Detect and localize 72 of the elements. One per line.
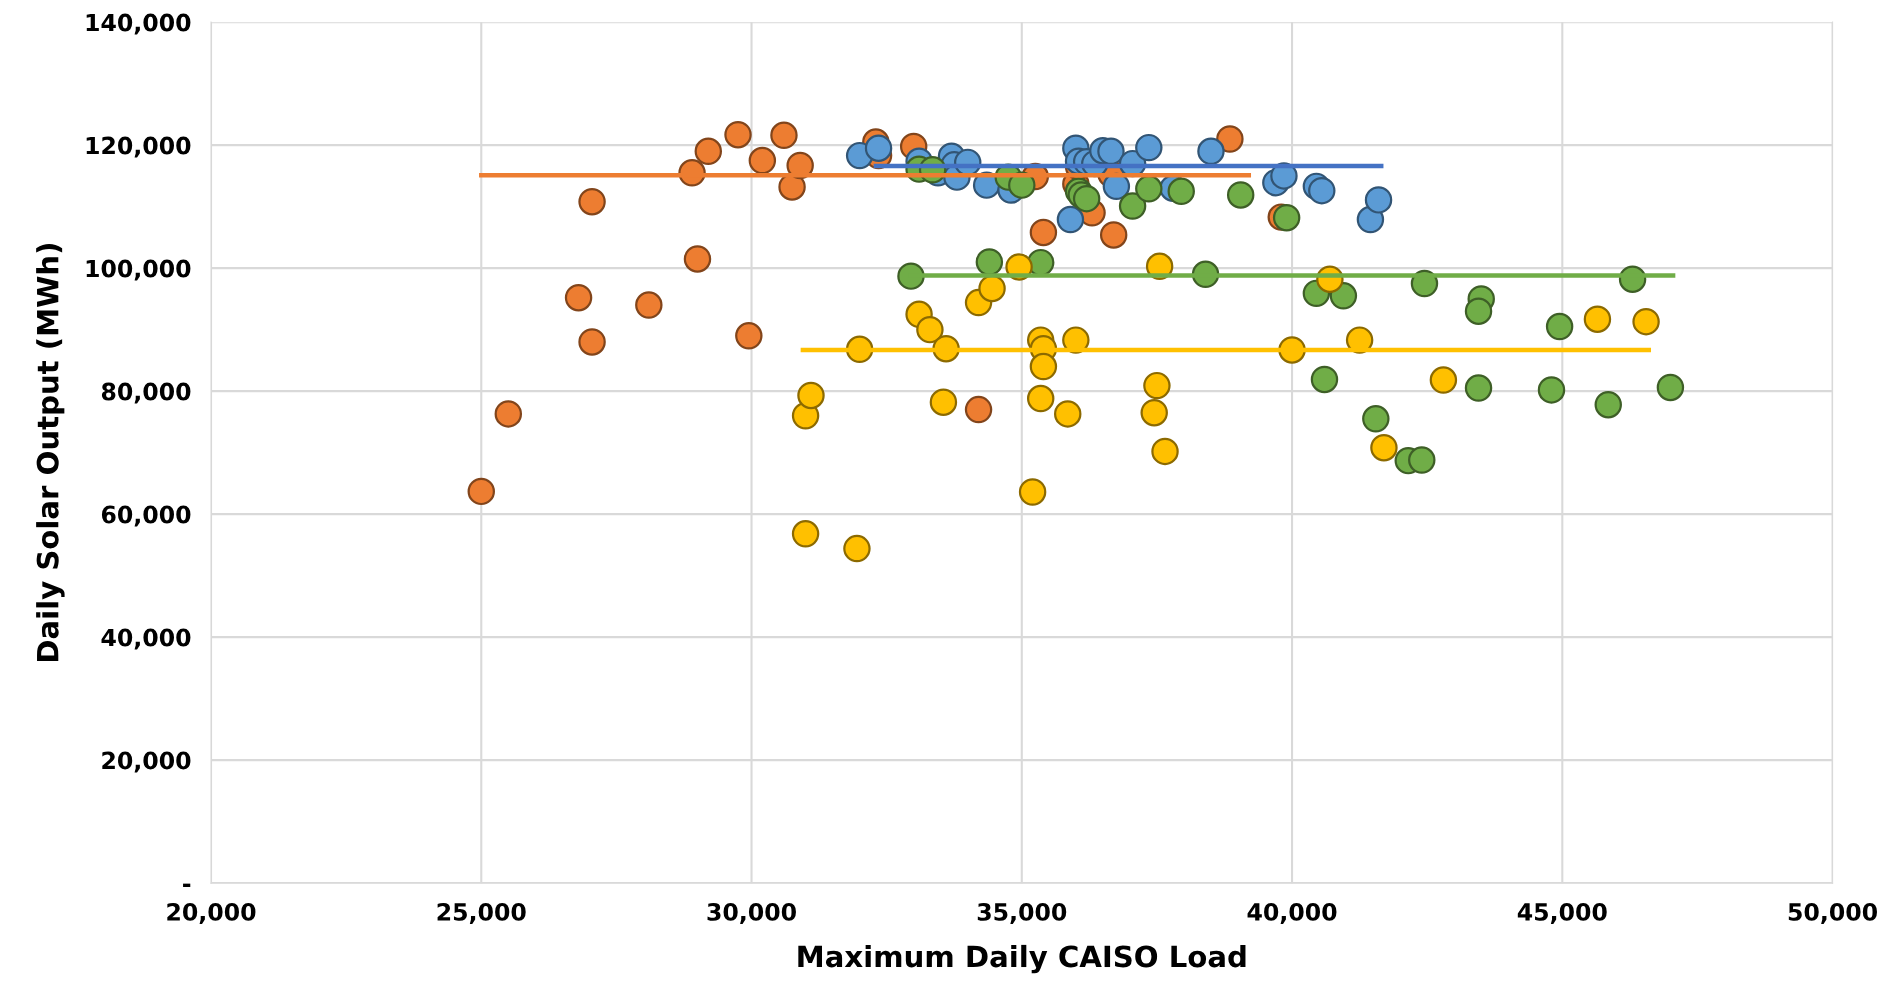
- x-tick-label: 20,000: [167, 903, 256, 924]
- point: [1054, 400, 1082, 428]
- point: [1118, 192, 1147, 220]
- point: [467, 477, 495, 506]
- point: [1072, 184, 1101, 213]
- point: [975, 248, 1004, 276]
- point: [843, 534, 871, 563]
- point: [1429, 366, 1458, 394]
- point: [1656, 373, 1685, 402]
- point: [724, 120, 752, 149]
- point: [1099, 221, 1128, 249]
- point: [1594, 390, 1622, 419]
- x-axis-title: Maximum Daily CAISO Load: [798, 944, 1246, 974]
- point: [1537, 376, 1566, 404]
- y-tick-label: 100,000: [86, 259, 191, 281]
- point: [791, 520, 820, 548]
- point: [1029, 352, 1058, 381]
- x-tick-label: 35,000: [977, 903, 1067, 924]
- point: [1310, 365, 1339, 394]
- point: [694, 137, 723, 166]
- point: [494, 400, 523, 428]
- point: [1408, 446, 1436, 474]
- point: [797, 381, 825, 410]
- y-axis-title: Daily Solar Output (MWh): [36, 244, 65, 662]
- point: [1135, 133, 1163, 162]
- point: [1583, 305, 1612, 333]
- point: [1545, 312, 1574, 341]
- point: [1464, 374, 1493, 402]
- point: [748, 146, 777, 175]
- point: [1167, 177, 1195, 205]
- point: [635, 291, 663, 319]
- point: [916, 315, 944, 344]
- y-tick-label: 60,000: [101, 505, 191, 527]
- point: [578, 188, 606, 216]
- point: [864, 134, 893, 162]
- point: [1097, 137, 1125, 166]
- x-tick-label: 25,000: [437, 903, 526, 924]
- x-tick-label: 50,000: [1788, 903, 1877, 924]
- point: [964, 395, 993, 424]
- point: [1018, 478, 1047, 506]
- point: [1216, 125, 1244, 153]
- point: [1632, 307, 1660, 336]
- point: [564, 283, 593, 312]
- point: [770, 121, 798, 150]
- y-tick-label: -: [183, 883, 191, 887]
- point: [1226, 181, 1255, 209]
- y-tick-label: 20,000: [102, 751, 191, 773]
- y-tick-label: 140,000: [86, 13, 191, 35]
- point: [1143, 371, 1171, 400]
- y-tick-label: 80,000: [101, 382, 191, 404]
- point: [578, 328, 606, 356]
- x-tick-label: 40,000: [1247, 903, 1337, 924]
- point: [1135, 175, 1163, 203]
- point: [1370, 434, 1398, 462]
- point: [929, 388, 958, 416]
- point: [1197, 137, 1225, 166]
- y-tick-label: 120,000: [86, 136, 191, 158]
- point: [1308, 176, 1336, 205]
- point: [1464, 297, 1493, 325]
- x-tick-label: 45,000: [1517, 903, 1607, 924]
- x-tick-label: 30,000: [707, 903, 796, 924]
- point: [1029, 218, 1058, 247]
- point: [1364, 186, 1393, 214]
- point: [1056, 205, 1085, 234]
- point: [1151, 437, 1179, 466]
- point: [683, 245, 712, 273]
- point: [1272, 204, 1301, 232]
- y-tick-label: 40,000: [101, 628, 191, 650]
- point: [1140, 398, 1168, 427]
- point: [1026, 384, 1055, 413]
- point: [735, 322, 763, 350]
- point: [1362, 405, 1390, 433]
